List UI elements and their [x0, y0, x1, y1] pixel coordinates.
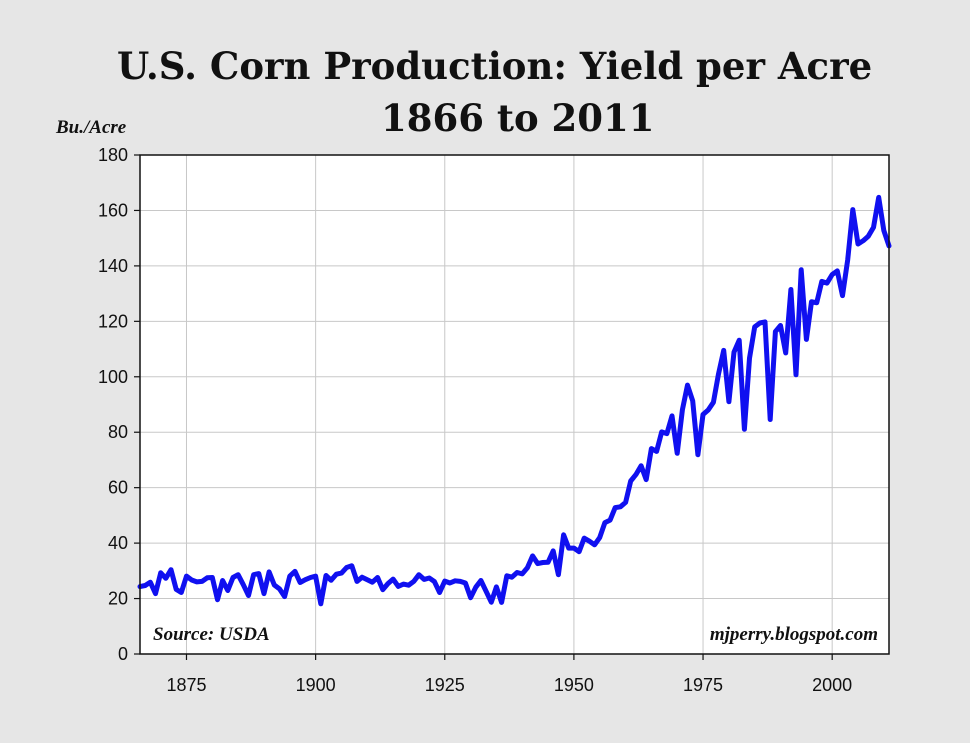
x-axis-ticks: 1875 1900 1925 1950 1975 2000: [166, 654, 852, 695]
yield-series-line: [137, 194, 892, 607]
x-tick-label: 1975: [683, 675, 723, 695]
y-tick-label: 140: [98, 256, 128, 276]
plot-frame: [139, 154, 890, 655]
y-tick-label: 120: [98, 311, 128, 331]
y-tick-label: 100: [98, 367, 128, 387]
chart-subtitle: 1866 to 2011: [381, 96, 655, 140]
y-tick-label: 80: [108, 422, 128, 442]
x-tick-label: 1875: [166, 675, 206, 695]
y-axis-label: Bu./Acre: [56, 117, 127, 138]
plot-area: [140, 155, 889, 654]
vertical-gridlines: [185, 155, 833, 654]
x-tick-label: 1925: [425, 675, 465, 695]
x-tick-label: 1950: [554, 675, 594, 695]
y-tick-label: 60: [108, 478, 128, 498]
y-tick-label: 20: [108, 589, 128, 609]
source-note: Source: USDA: [153, 624, 270, 645]
credit-note: mjperry.blogspot.com: [710, 624, 878, 645]
y-tick-label: 160: [98, 200, 128, 220]
x-tick-label: 1900: [296, 675, 336, 695]
y-tick-label: 0: [118, 644, 128, 664]
y-tick-label: 40: [108, 533, 128, 553]
y-tick-label: 180: [98, 145, 128, 165]
x-tick-label: 2000: [812, 675, 852, 695]
y-axis-ticks: 0 20 40 60 80 100 120 140 160 180: [98, 145, 140, 664]
horizontal-gridlines: [140, 209, 889, 600]
chart-title: U.S. Corn Production: Yield per Acre: [117, 44, 873, 88]
